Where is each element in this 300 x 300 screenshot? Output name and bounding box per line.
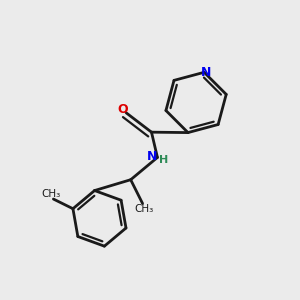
Text: CH₃: CH₃ bbox=[41, 189, 61, 199]
Text: H: H bbox=[159, 155, 169, 165]
Text: O: O bbox=[117, 103, 128, 116]
Text: N: N bbox=[147, 150, 158, 163]
Text: CH₃: CH₃ bbox=[134, 204, 153, 214]
Text: N: N bbox=[201, 66, 212, 79]
